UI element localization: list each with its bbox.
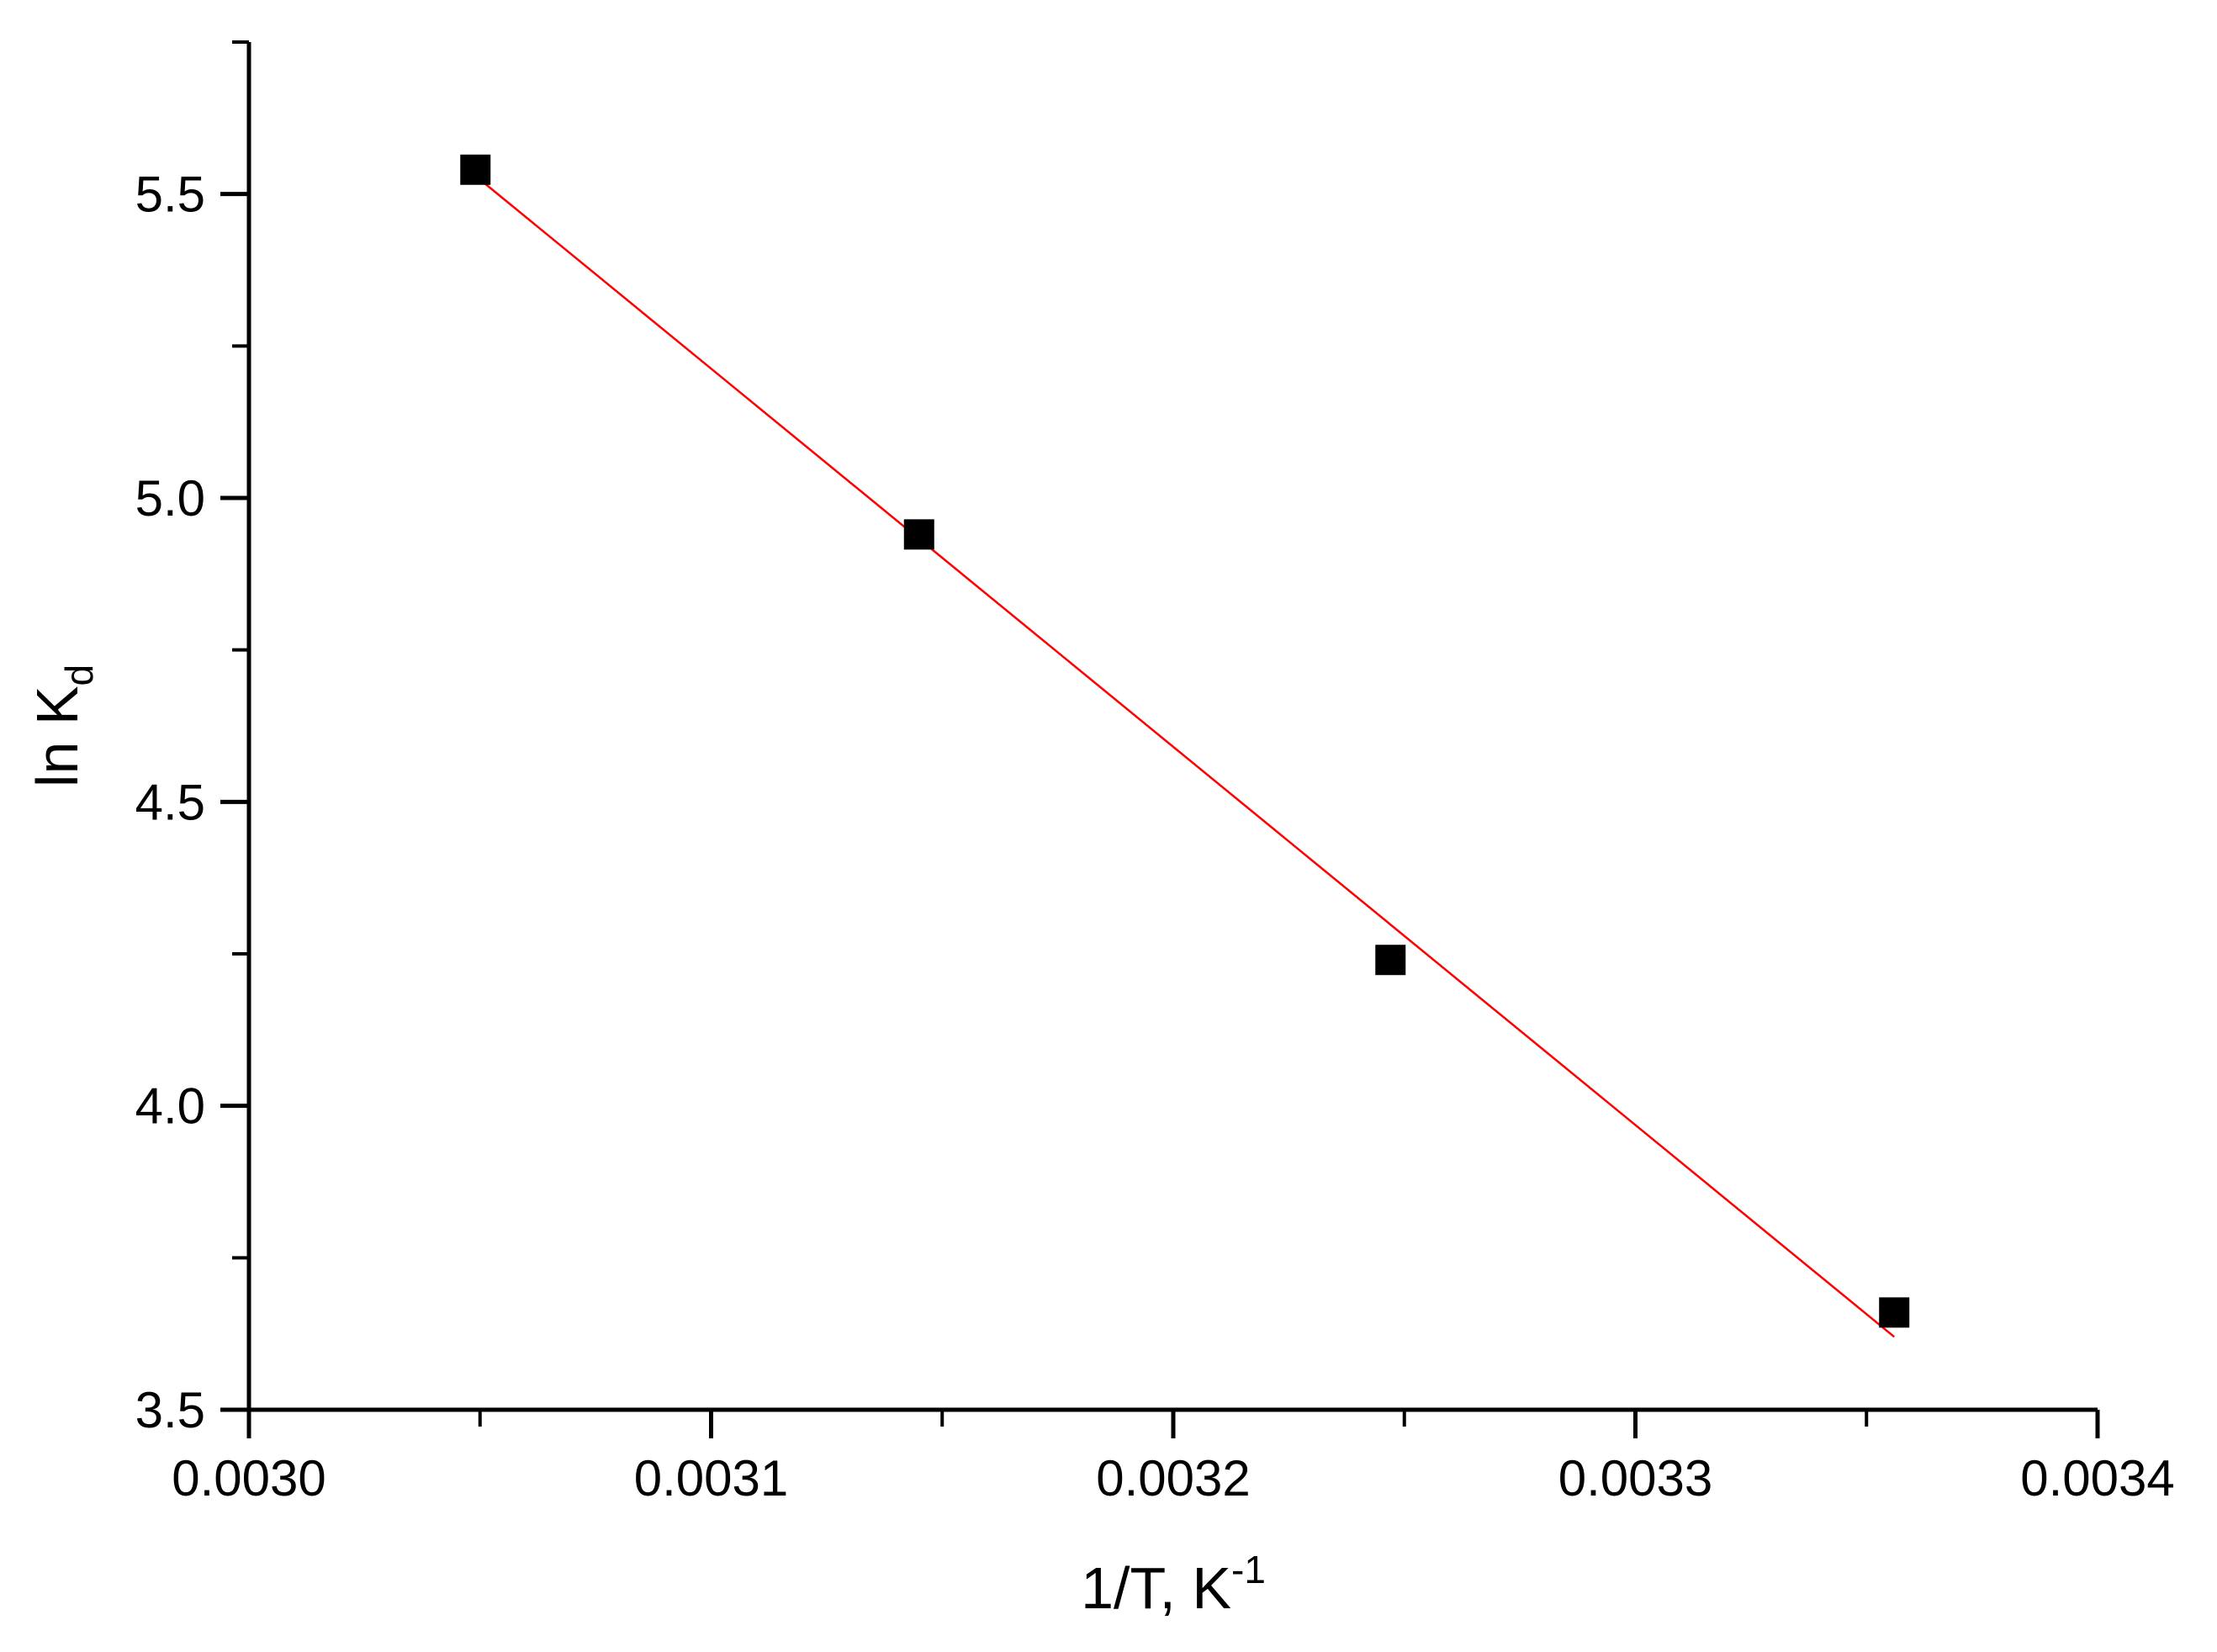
y-tick-label: 4.5 [135,774,205,830]
y-axis-title: ln Kd [24,665,101,787]
data-point [460,154,491,185]
fit-line [474,175,1896,1338]
x-axis-title-sup: -1 [1231,1548,1266,1591]
data-point [1879,1297,1910,1328]
y-tick-label: 4.0 [135,1078,205,1135]
y-axis-title-main: ln K [24,686,90,787]
x-tick-label: 0.0032 [1096,1450,1251,1506]
x-tick-label: 0.0033 [1558,1450,1713,1506]
y-tick-label: 5.5 [135,167,205,223]
axes [246,42,2098,1412]
ticks: 0.0030 0.0031 0.0032 0.0033 0.0034 3.5 4.0 4.5 5… [135,40,2175,1506]
x-tick-label: 0.0030 [172,1450,326,1506]
data-point [1375,945,1406,976]
x-tick-label: 0.0034 [2020,1450,2175,1506]
y-tick-label: 3.5 [135,1382,205,1438]
x-axis-title: 1/T, K-1 [1081,1548,1266,1621]
y-tick-label: 5.0 [135,470,205,527]
y-axis-title-sub: d [57,665,101,686]
data-point [903,519,934,550]
x-tick-label: 0.0031 [634,1450,789,1506]
x-axis-title-main: 1/T, K [1081,1555,1231,1621]
plot-area [460,154,1910,1338]
